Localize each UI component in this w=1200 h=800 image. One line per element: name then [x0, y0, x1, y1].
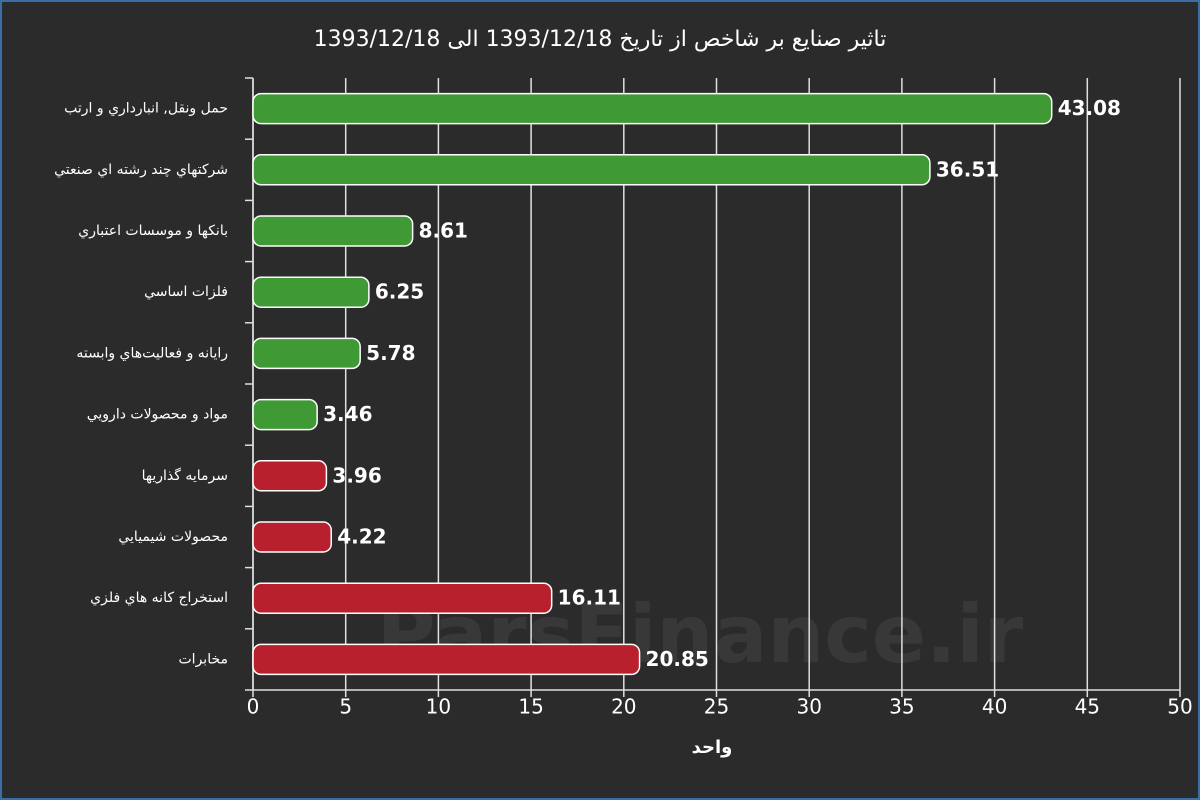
- y-tick-label: رايانه و فعاليت‌هاي وابسته: [76, 345, 228, 361]
- value-label: 36.51: [936, 157, 999, 181]
- x-tick-label: 50: [1167, 695, 1192, 719]
- value-label: 5.78: [366, 341, 415, 365]
- y-tick-label: مخابرات: [179, 651, 229, 667]
- x-tick-label: 40: [982, 695, 1007, 719]
- value-label: 3.96: [332, 463, 381, 487]
- y-tick-label: حمل ونقل, انبارداري و ارتب: [64, 101, 228, 117]
- y-tick-label: شركتهاي چند رشته اي صنعتي: [54, 162, 228, 178]
- x-tick-label: 10: [426, 695, 451, 719]
- value-label: 43.08: [1058, 96, 1121, 120]
- bar: [252, 276, 370, 308]
- x-tick-label: 25: [704, 695, 729, 719]
- bar: [252, 92, 1053, 125]
- chart-title: تاثير صنايع بر شاخص از تاريخ 1393/12/18 …: [314, 27, 887, 52]
- value-label: 8.61: [419, 219, 468, 243]
- x-tick-label: 5: [339, 695, 352, 719]
- value-label: 20.85: [646, 647, 709, 671]
- bar: [252, 337, 361, 370]
- value-label: 16.11: [558, 586, 621, 610]
- y-tick-label: بانكها و موسسات اعتباري: [78, 223, 228, 239]
- x-tick-label: 0: [247, 695, 260, 719]
- bar: [252, 398, 318, 431]
- value-label: 3.46: [323, 402, 372, 426]
- x-tick-label: 20: [611, 695, 636, 719]
- bar: [252, 154, 931, 186]
- x-tick-label: 30: [796, 695, 821, 719]
- x-tick-label: 15: [518, 695, 543, 719]
- y-tick-label: محصولات شيميايي: [118, 529, 228, 545]
- y-tick-label: استخراج كانه هاي فلزي: [90, 590, 228, 606]
- y-tick-label: مواد و محصولات دارويي: [87, 407, 228, 423]
- bar: [252, 643, 641, 676]
- x-tick-label: 45: [1075, 695, 1100, 719]
- x-tick-label: 35: [889, 695, 914, 719]
- bar: [252, 460, 328, 492]
- value-label: 4.22: [337, 525, 386, 549]
- value-label: 6.25: [375, 280, 424, 304]
- bar: [252, 215, 414, 247]
- bar: [252, 521, 332, 553]
- y-tick-label: فلزات اساسي: [144, 284, 228, 300]
- bar: [252, 582, 553, 614]
- y-tick-label: سرمايه گذاريها: [142, 467, 228, 484]
- x-axis-label: واحد: [692, 737, 733, 758]
